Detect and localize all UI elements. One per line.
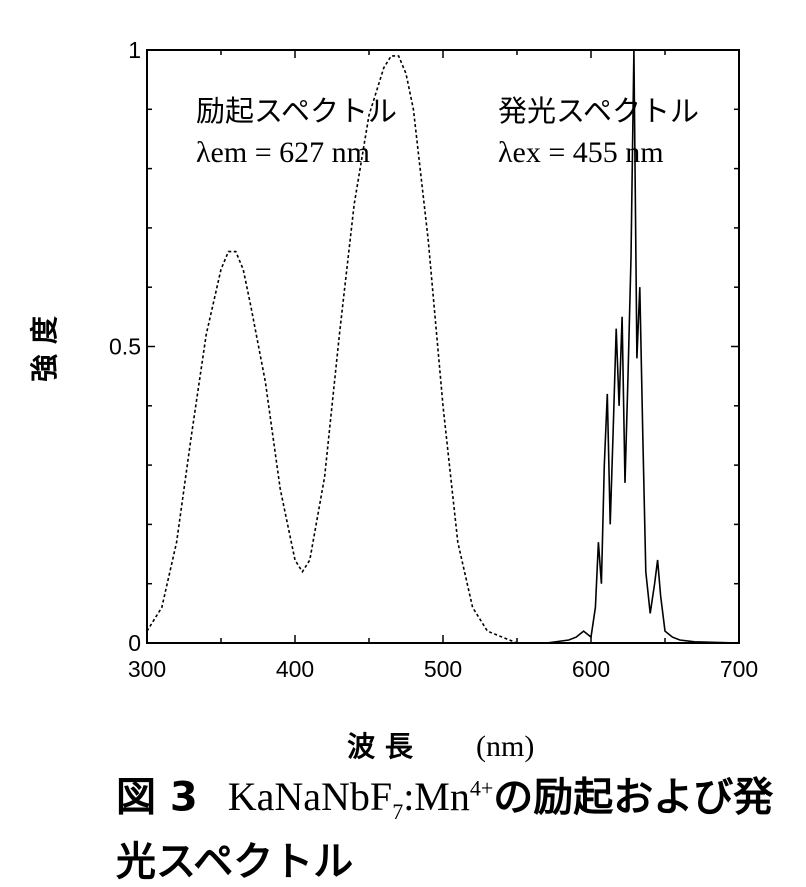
x-tick-label: 600 [572, 656, 610, 682]
caption-formula-superscript: 4+ [469, 776, 494, 801]
caption-formula-subscript: 7 [392, 799, 404, 825]
y-tick-label: 0.5 [109, 334, 141, 360]
caption-formula-mid: :Mn [403, 774, 470, 820]
series-line-emission [517, 49, 740, 644]
x-tick-label: 300 [128, 656, 166, 682]
tick-labels: 300 400 500 600 700 0 0.5 1 [109, 37, 758, 682]
x-tick-label: 400 [276, 656, 314, 682]
x-tick-label: 500 [424, 656, 462, 682]
legend-emission-label: 発光スペクトル [498, 94, 699, 128]
legend-excitation-param: λem = 627 nm [196, 136, 370, 169]
series-line-excitation [146, 55, 518, 644]
y-tick-label: 0 [128, 630, 141, 656]
y-axis-label: 強 度 [28, 316, 61, 382]
y-tick-label: 1 [128, 37, 141, 63]
caption-formula: KaNaNbF [227, 774, 393, 820]
x-tick-label: 700 [720, 656, 758, 682]
legend-emission-param: λex = 455 nm [498, 136, 664, 169]
x-axis-unit: (nm) [476, 730, 534, 763]
figure-label: 図 3 [116, 774, 198, 821]
caption-text: の励起および発光スペクトル [116, 774, 774, 886]
x-axis-label: 波 長 [347, 730, 414, 763]
plot-frame [146, 49, 740, 644]
legend-excitation-label: 励起スペクトル [196, 94, 397, 128]
figure-caption: 図 3 KaNaNbF7:Mn4+の励起および発光スペクトル [116, 764, 796, 887]
